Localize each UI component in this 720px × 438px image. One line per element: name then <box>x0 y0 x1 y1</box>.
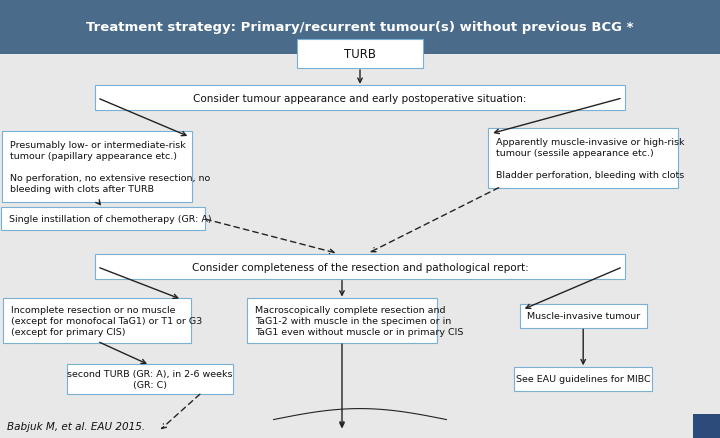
FancyBboxPatch shape <box>515 367 652 391</box>
Text: TURB: TURB <box>344 48 376 61</box>
Text: Muscle-invasive tumour: Muscle-invasive tumour <box>526 312 640 321</box>
FancyBboxPatch shape <box>66 364 233 394</box>
Text: Macroscopically complete resection and
TaG1-2 with muscle in the specimen or in
: Macroscopically complete resection and T… <box>255 305 463 336</box>
FancyBboxPatch shape <box>95 86 625 111</box>
Text: Consider completeness of the resection and pathological report:: Consider completeness of the resection a… <box>192 262 528 272</box>
Text: See EAU guidelines for MIBC: See EAU guidelines for MIBC <box>516 374 650 383</box>
FancyBboxPatch shape <box>247 299 437 343</box>
Text: Incomplete resection or no muscle
(except for monofocal TaG1) or T1 or G3
(excep: Incomplete resection or no muscle (excep… <box>12 305 202 336</box>
FancyBboxPatch shape <box>2 132 192 202</box>
FancyBboxPatch shape <box>520 304 647 328</box>
Text: second TURB (GR: A), in 2-6 weeks
(GR: C): second TURB (GR: A), in 2-6 weeks (GR: C… <box>67 369 233 389</box>
FancyBboxPatch shape <box>4 299 192 343</box>
Text: Treatment strategy: Primary/recurrent tumour(s) without previous BCG *: Treatment strategy: Primary/recurrent tu… <box>86 21 634 34</box>
FancyBboxPatch shape <box>95 255 625 279</box>
Text: Single instillation of chemotherapy (GR: A): Single instillation of chemotherapy (GR:… <box>9 215 211 223</box>
FancyBboxPatch shape <box>1 207 205 231</box>
Text: Apparently muscle-invasive or high-risk
tumour (sessile appearance etc.)

Bladde: Apparently muscle-invasive or high-risk … <box>496 138 685 180</box>
FancyBboxPatch shape <box>297 40 423 69</box>
FancyBboxPatch shape <box>693 414 720 438</box>
Text: Presumably low- or intermediate-risk
tumour (papillary appearance etc.)

No perf: Presumably low- or intermediate-risk tum… <box>10 141 210 194</box>
Text: Babjuk M, et al. EAU 2015.: Babjuk M, et al. EAU 2015. <box>7 421 145 431</box>
Text: Consider tumour appearance and early postoperative situation:: Consider tumour appearance and early pos… <box>193 94 527 103</box>
FancyBboxPatch shape <box>488 129 678 188</box>
FancyBboxPatch shape <box>0 0 720 55</box>
